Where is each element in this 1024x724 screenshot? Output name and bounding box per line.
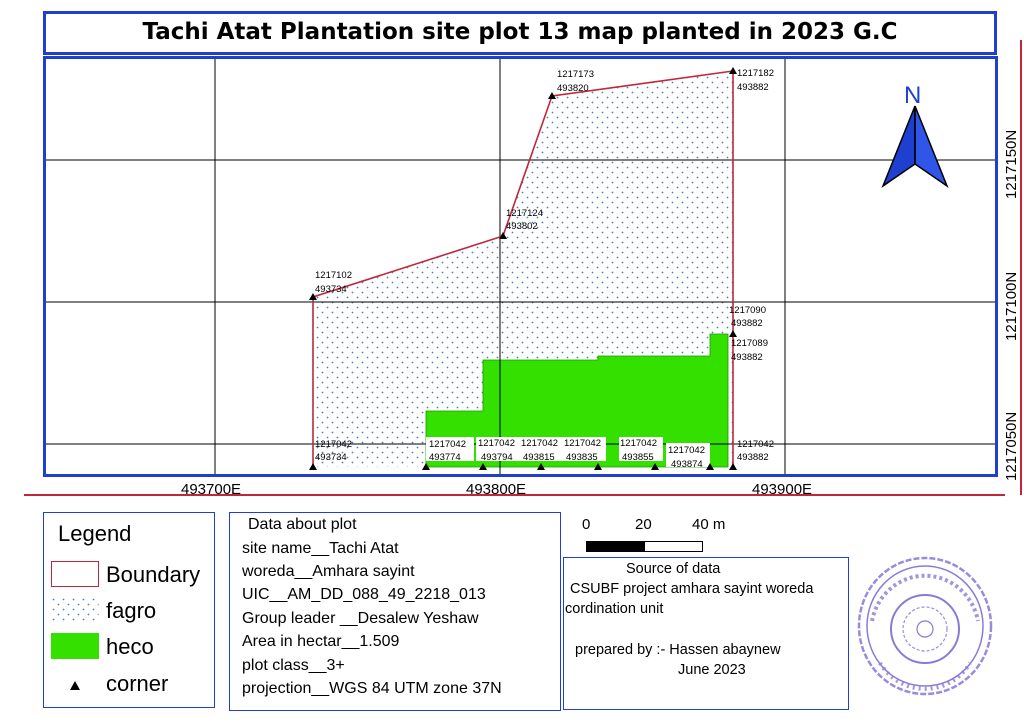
boundary-line — [312, 70, 734, 467]
scale-bar — [586, 541, 703, 552]
corner-n-label: 1217042 — [564, 438, 601, 449]
y-tick-label: 1217100N — [1003, 271, 1020, 341]
graticule — [45, 58, 997, 476]
corner-marker — [537, 463, 545, 470]
plot-info-line: woreda__Amhara sayint — [242, 563, 415, 580]
source-heading: Source of data — [626, 561, 721, 577]
source-line: cordination unit — [565, 601, 664, 617]
corner-n-label: 1217042 — [668, 445, 705, 456]
corner-e-label: 493874 — [671, 459, 703, 470]
plot-info-line: plot class__3+ — [242, 657, 345, 674]
boundary-swatch — [51, 561, 99, 587]
triangle-icon — [70, 681, 80, 690]
corner-e-label: 493794 — [481, 452, 513, 463]
corner-e-label: 493882 — [731, 352, 763, 363]
corner-marker — [651, 463, 659, 470]
corner-n-label: 1217124 — [506, 208, 543, 219]
corner-marker — [706, 463, 714, 470]
corner-e-label: 493774 — [429, 452, 461, 463]
north-arrow-icon — [881, 105, 949, 189]
corner-n-label: 1217042 — [478, 438, 515, 449]
north-label: N — [904, 82, 921, 109]
source-panel — [563, 557, 849, 710]
corner-marker — [729, 463, 737, 470]
legend-title: Legend — [58, 521, 132, 546]
corner-marker — [548, 92, 556, 99]
corner-e-label: 493855 — [622, 452, 654, 463]
corner-e-label: 493820 — [557, 83, 589, 94]
corner-e-label: 493882 — [737, 452, 769, 463]
corner-n-label: 1217090 — [729, 305, 766, 316]
plot-info-panel — [229, 512, 561, 711]
corner-n-label: 1217042 — [620, 438, 657, 449]
corner-n-label: 1217042 — [737, 439, 774, 450]
corner-marker — [499, 232, 507, 239]
scale-label: 20 — [635, 516, 652, 533]
corner-e-label: 493882 — [737, 82, 769, 93]
corner-marker — [479, 463, 487, 470]
x-tick-label: 493700E — [181, 481, 242, 498]
corner-e-label: 493835 — [566, 452, 598, 463]
corner-e-label: 493734 — [315, 284, 347, 295]
corner-n-label: 1217173 — [557, 69, 594, 80]
source-line: CSUBF project amhara sayint woreda — [570, 581, 814, 597]
scale-label: 40 m — [692, 516, 726, 533]
y-tick-label: 1217050N — [1003, 411, 1020, 481]
legend-label-corner: corner — [106, 671, 169, 696]
plot-info-line: Area in hectar__1.509 — [242, 633, 400, 650]
plot-info-line: site name__Tachi Atat — [242, 540, 399, 557]
corner-marker — [729, 330, 737, 337]
prepared-by: prepared by :- Hassen abaynew — [575, 642, 781, 658]
corner-marker — [309, 293, 317, 300]
plot-info-line: UIC__AM_DD_088_49_2218_013 — [242, 586, 486, 603]
scale-label: 0 — [582, 516, 591, 533]
corner-marker — [422, 463, 430, 470]
corner-n-label: 1217102 — [315, 270, 352, 281]
corner-n-label: 1217089 — [731, 338, 768, 349]
legend-label-heco: heco — [106, 634, 154, 659]
prepared-date: June 2023 — [678, 662, 746, 678]
plot-info-heading: Data about plot — [248, 516, 357, 533]
heco-area — [425, 333, 729, 468]
corner-marker — [594, 463, 602, 470]
map-title: Tachi Atat Plantation site plot 13 map p… — [142, 19, 898, 45]
legend-label-fagro: fagro — [106, 598, 157, 623]
corner-e-label: 493882 — [731, 318, 763, 329]
corner-marker — [309, 463, 317, 470]
corner-labels: 1217173 493820 1217182 493882 1217124 49… — [315, 68, 774, 470]
title-frame — [43, 11, 997, 55]
heco-swatch — [51, 633, 99, 659]
x-tick-label: 493900E — [752, 481, 813, 498]
plot-info-line: Group leader __Desalew Yeshaw — [242, 610, 479, 627]
plot-info-line: projection__WGS 84 UTM zone 37N — [242, 680, 502, 697]
corner-e-label: 493802 — [506, 221, 538, 232]
legend-label-boundary: Boundary — [106, 562, 201, 587]
corner-n-label: 1217042 — [315, 439, 352, 450]
corner-n-label: 1217042 — [429, 439, 466, 450]
x-tick-label: 493800E — [466, 481, 527, 498]
official-seal-icon — [857, 556, 993, 696]
y-tick-label: 1217150N — [1003, 129, 1020, 199]
corner-n-label: 1217042 — [521, 438, 558, 449]
corner-marker — [729, 67, 737, 74]
corner-e-label: 493734 — [315, 452, 347, 463]
corner-n-label: 1217182 — [737, 68, 774, 79]
corner-e-label: 493815 — [523, 452, 555, 463]
map-frame — [43, 56, 998, 477]
fagro-swatch — [51, 597, 99, 623]
corner-markers — [309, 67, 737, 470]
